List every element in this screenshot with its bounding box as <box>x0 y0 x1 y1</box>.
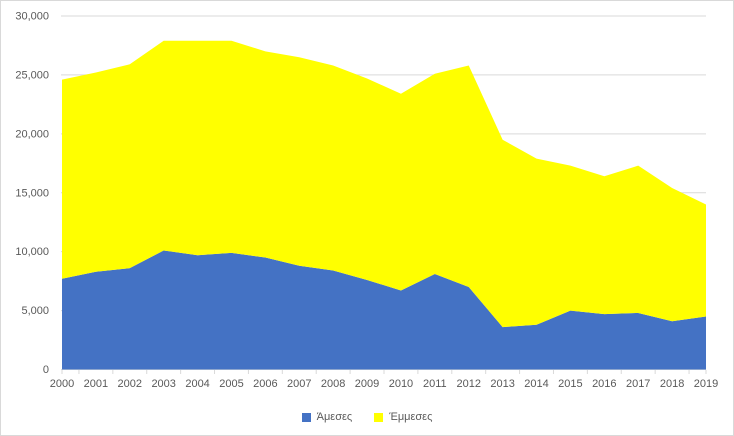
x-axis-tick-label: 2004 <box>185 378 209 390</box>
y-axis-tick-label: 10,000 <box>15 246 49 258</box>
direct-series-swatch <box>301 412 311 422</box>
legend-item-indirect[interactable]: Έμμεσες <box>374 411 432 423</box>
x-axis-tick-label: 2012 <box>456 378 480 390</box>
y-axis-tick-label: 30,000 <box>15 11 49 23</box>
y-axis-tick-label: 0 <box>43 364 49 376</box>
x-axis-tick-label: 2007 <box>287 378 311 390</box>
y-axis-tick-label: 25,000 <box>15 69 49 81</box>
legend-item-direct[interactable]: Άμεσες <box>301 411 353 423</box>
y-axis-tick-label: 15,000 <box>15 187 49 199</box>
indirect-series-swatch <box>374 412 384 422</box>
direct-series-area[interactable] <box>62 250 706 370</box>
x-axis-tick-label: 2005 <box>219 378 243 390</box>
indirect-series-area[interactable] <box>62 40 706 328</box>
x-axis-tick-label: 2003 <box>151 378 175 390</box>
legend-label-direct: Άμεσες <box>316 411 353 423</box>
x-axis-tick-label: 2015 <box>558 378 582 390</box>
x-axis-tick-label: 2006 <box>253 378 277 390</box>
chart-legend: Άμεσες Έμμεσες <box>1 411 733 423</box>
x-axis-tick-label: 2008 <box>321 378 345 390</box>
x-axis-tick-label: 2014 <box>524 378 548 390</box>
legend-label-indirect: Έμμεσες <box>389 411 433 423</box>
x-axis-tick-label: 2002 <box>118 378 142 390</box>
x-axis-tick-label: 2009 <box>355 378 379 390</box>
x-axis-tick-label: 2011 <box>423 378 447 390</box>
x-axis-tick-label: 2000 <box>50 378 74 390</box>
y-axis-tick-label: 20,000 <box>15 128 49 140</box>
x-axis-tick-label: 2013 <box>490 378 514 390</box>
x-axis-tick-label: 2001 <box>84 378 108 390</box>
x-axis-tick-label: 2010 <box>389 378 413 390</box>
x-axis-tick-label: 2017 <box>626 378 650 390</box>
x-axis-tick-label: 2016 <box>592 378 616 390</box>
x-axis-tick-label: 2018 <box>660 378 684 390</box>
x-axis-tick-label: 2019 <box>694 378 718 390</box>
y-axis-tick-label: 5,000 <box>21 305 49 317</box>
